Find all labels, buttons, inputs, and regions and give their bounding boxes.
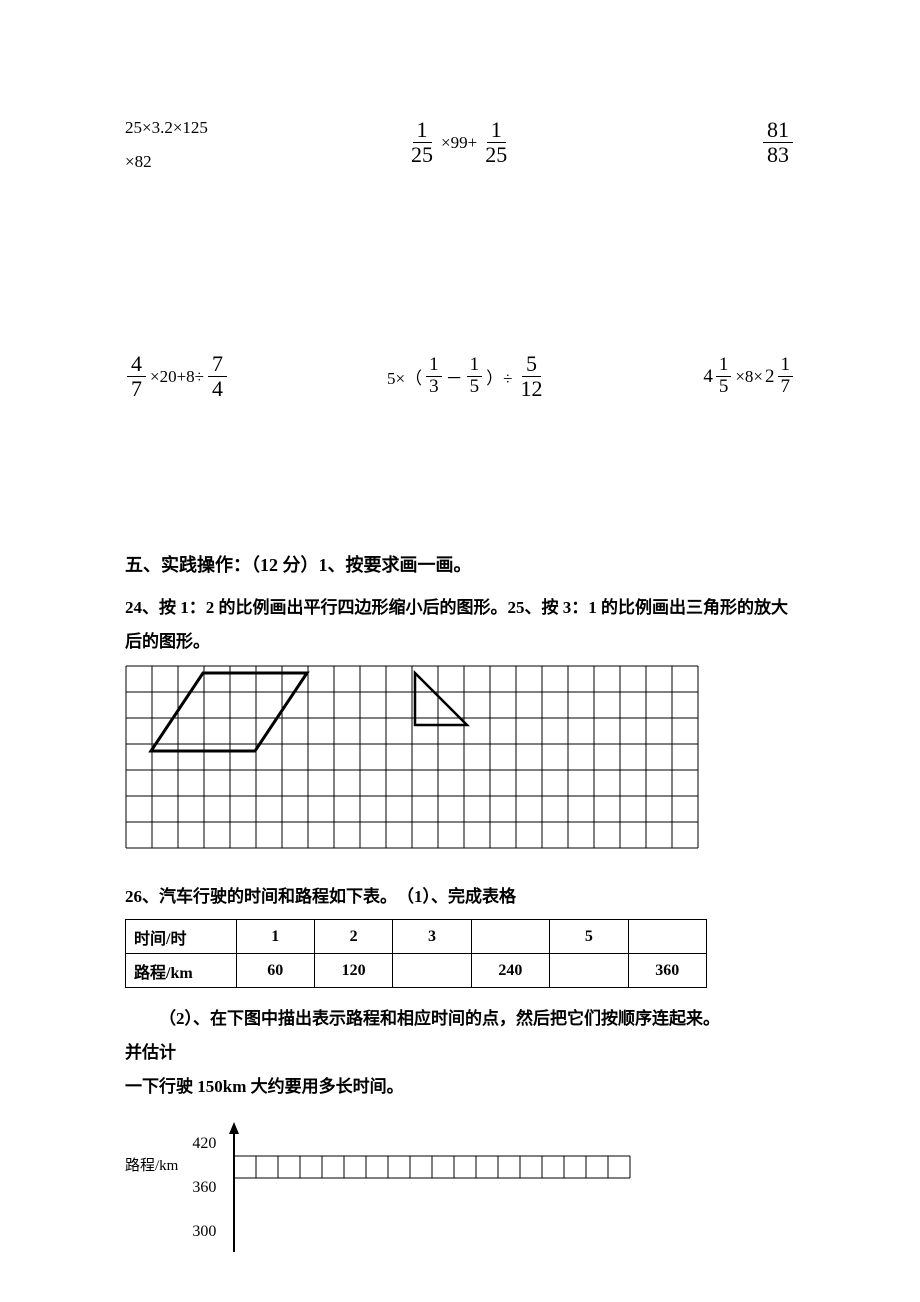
question-24-25: 24、按 1：2 的比例画出平行四边形缩小后的图形。25、按 3：1 的比例画出… — [125, 591, 795, 659]
expression-5: 5×（ 1 3 － 1 5 ）÷ 5 12 — [385, 352, 645, 401]
y-axis-ticks: 420 360 300 — [192, 1122, 216, 1254]
fraction: 1 25 — [481, 118, 511, 167]
mixed-number: 4 1 5 — [703, 355, 733, 398]
expression-3: 81 83 — [685, 118, 795, 167]
expression-1: 25×3.2×125 ×82 — [125, 118, 405, 172]
op-text: ×99+ — [441, 133, 477, 153]
op-text: ×8× — [735, 367, 763, 387]
expression-6: 4 1 5 ×8× 2 1 7 — [645, 355, 795, 398]
question-26-heading: 26、汽车行驶的时间和路程如下表。 （1）、完成表格 — [125, 882, 795, 907]
fraction: 81 83 — [763, 118, 793, 167]
op-text: － — [446, 364, 463, 389]
y-axis-label: 路程/km — [125, 1122, 178, 1175]
fraction: 1 5 — [716, 355, 732, 398]
mixed-number: 2 1 7 — [765, 355, 795, 398]
fraction: 1 7 — [778, 355, 794, 398]
line-chart-area: 路程/km 420 360 300 — [125, 1122, 795, 1262]
fraction: 5 12 — [516, 352, 546, 401]
table-row: 时间/时 1 2 3 5 — [126, 920, 707, 954]
drawing-grid — [125, 665, 795, 854]
section-5-heading: 五、实践操作：（12 分）1、按要求画一画。 — [125, 551, 795, 577]
op-text: 5×（ — [387, 364, 422, 389]
fraction: 4 7 — [127, 352, 146, 401]
fraction: 1 25 — [407, 118, 437, 167]
expr1-cont: ×82 — [125, 152, 405, 172]
chart-svg — [226, 1122, 646, 1262]
expression-4: 4 7 ×20+8÷ 7 4 — [125, 352, 385, 401]
fraction: 1 3 — [426, 355, 442, 398]
expr1-text: 25×3.2×125 — [125, 118, 208, 137]
op-text: ）÷ — [486, 364, 512, 389]
expression-2: 1 25 ×99+ 1 25 — [405, 118, 685, 167]
op-text: ×20+8÷ — [150, 367, 204, 387]
question-26-part2: （2）、在下图中描出表示路程和相应时间的点，然后把它们按顺序连起来。 并估计 一… — [125, 1002, 795, 1104]
time-distance-table: 时间/时 1 2 3 5 路程/km 60 120 240 360 — [125, 919, 707, 988]
fraction: 1 5 — [467, 355, 483, 398]
fraction: 7 4 — [208, 352, 227, 401]
table-row: 路程/km 60 120 240 360 — [126, 954, 707, 988]
